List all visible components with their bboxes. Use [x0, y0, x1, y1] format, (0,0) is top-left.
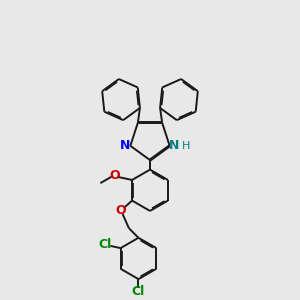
- Text: H: H: [182, 141, 190, 151]
- Text: N: N: [169, 139, 180, 152]
- Text: N: N: [119, 139, 130, 152]
- Text: Cl: Cl: [132, 285, 145, 298]
- Text: O: O: [116, 204, 126, 217]
- Text: O: O: [109, 169, 120, 182]
- Text: Cl: Cl: [98, 238, 111, 251]
